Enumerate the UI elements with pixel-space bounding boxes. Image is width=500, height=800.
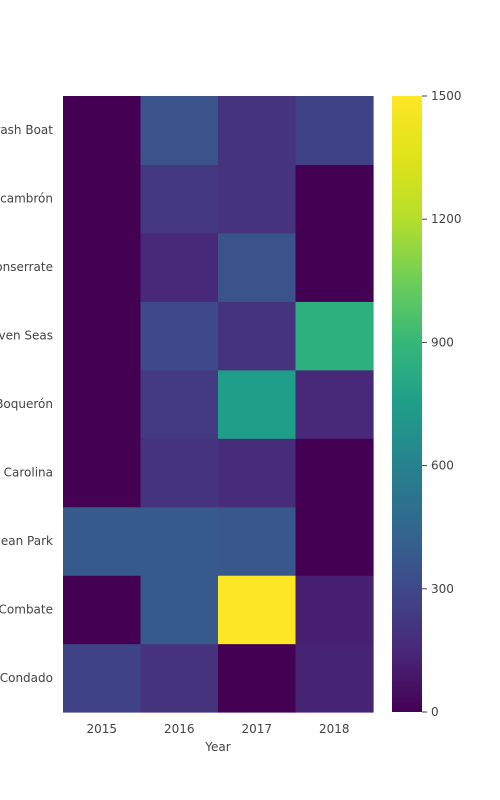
y-tick-label: Combate — [0, 602, 53, 616]
x-tick-label: 2016 — [164, 722, 195, 736]
heatmap-cell-combate-2015 — [63, 575, 142, 645]
heatmap-cell-carolina-2017 — [218, 438, 297, 508]
x-tick-label: 2018 — [319, 722, 350, 736]
colorbar-tick-label: 0 — [431, 705, 439, 719]
x-axis-ticks: 2015 2016 2017 2018 — [86, 722, 349, 736]
heatmap-cell-crash-boat-2016 — [140, 96, 219, 166]
heatmap-cell-ocean-park-2015 — [63, 506, 142, 576]
heatmap-cell-combate-2016 — [140, 575, 219, 645]
heatmap-cell-carolina-2015 — [63, 438, 142, 508]
heatmap-cell-monserrate-2017 — [218, 232, 297, 302]
heatmap-cell-seven-seas-2017 — [218, 301, 297, 371]
heatmap-cell-condado-2016 — [140, 643, 219, 713]
heatmap-cell-monserrate-2018 — [295, 232, 374, 302]
colorbar-tick-label: 1200 — [431, 212, 462, 226]
y-tick-label: Condado — [0, 671, 53, 685]
x-tick-label: 2017 — [241, 722, 272, 736]
y-tick-label: Carolina — [4, 465, 53, 479]
heatmap-cell-monserrate-2016 — [140, 232, 219, 302]
x-tick-label: 2015 — [86, 722, 117, 736]
heatmap-cell-crash-boat-2015 — [63, 96, 142, 166]
heatmap-cell-combate-2018 — [295, 575, 374, 645]
heatmap-cell-condado-2018 — [295, 643, 374, 713]
heatmap-cell-monserrate-2015 — [63, 232, 142, 302]
heatmap-cell-seven-seas-2015 — [63, 301, 142, 371]
heatmap-cell-carolina-2016 — [140, 438, 219, 508]
heatmap-cell-seven-seas-2016 — [140, 301, 219, 371]
heatmap-cell-boquerón-2018 — [295, 369, 374, 439]
heatmap-cell-carolina-2018 — [295, 438, 374, 508]
heatmap-cell-crash-boat-2018 — [295, 96, 374, 166]
colorbar-tick-label: 300 — [431, 582, 454, 596]
y-tick-label: Seven Seas — [0, 329, 53, 343]
heatmap-cell-escambrón-2015 — [63, 164, 142, 234]
y-tick-label: Boquerón — [0, 397, 53, 411]
heatmap-cell-ocean-park-2016 — [140, 506, 219, 576]
heatmap-cell-condado-2017 — [218, 643, 297, 713]
heatmap-cell-escambrón-2016 — [140, 164, 219, 234]
heatmap-cell-boquerón-2015 — [63, 369, 142, 439]
colorbar-tick-label: 1500 — [431, 89, 462, 103]
heatmap-cell-ocean-park-2018 — [295, 506, 374, 576]
heatmap-cell-boquerón-2017 — [218, 369, 297, 439]
x-axis-title: Year — [204, 740, 230, 754]
heatmap-cells — [63, 96, 374, 713]
heatmap-cell-combate-2017 — [218, 575, 297, 645]
colorbar-ticks: 0 300 600 900 1200 1500 — [422, 89, 462, 719]
heatmap-cell-boquerón-2016 — [140, 369, 219, 439]
heatmap-cell-condado-2015 — [63, 643, 142, 713]
colorbar — [392, 96, 422, 712]
y-tick-label: Escambrón — [0, 192, 53, 206]
heatmap-cell-ocean-park-2017 — [218, 506, 297, 576]
y-tick-label: Crash Boat — [0, 123, 53, 137]
heatmap-cell-escambrón-2018 — [295, 164, 374, 234]
heatmap-cell-seven-seas-2018 — [295, 301, 374, 371]
y-axis-ticks: Condado Combate Ocean Park Carolina Boquerón… — [0, 123, 53, 685]
colorbar-tick-label: 600 — [431, 459, 454, 473]
heatmap-cell-escambrón-2017 — [218, 164, 297, 234]
y-tick-label: Ocean Park — [0, 534, 53, 548]
colorbar-tick-label: 900 — [431, 335, 454, 349]
y-tick-label: Monserrate — [0, 260, 53, 274]
heatmap-cell-crash-boat-2017 — [218, 96, 297, 166]
